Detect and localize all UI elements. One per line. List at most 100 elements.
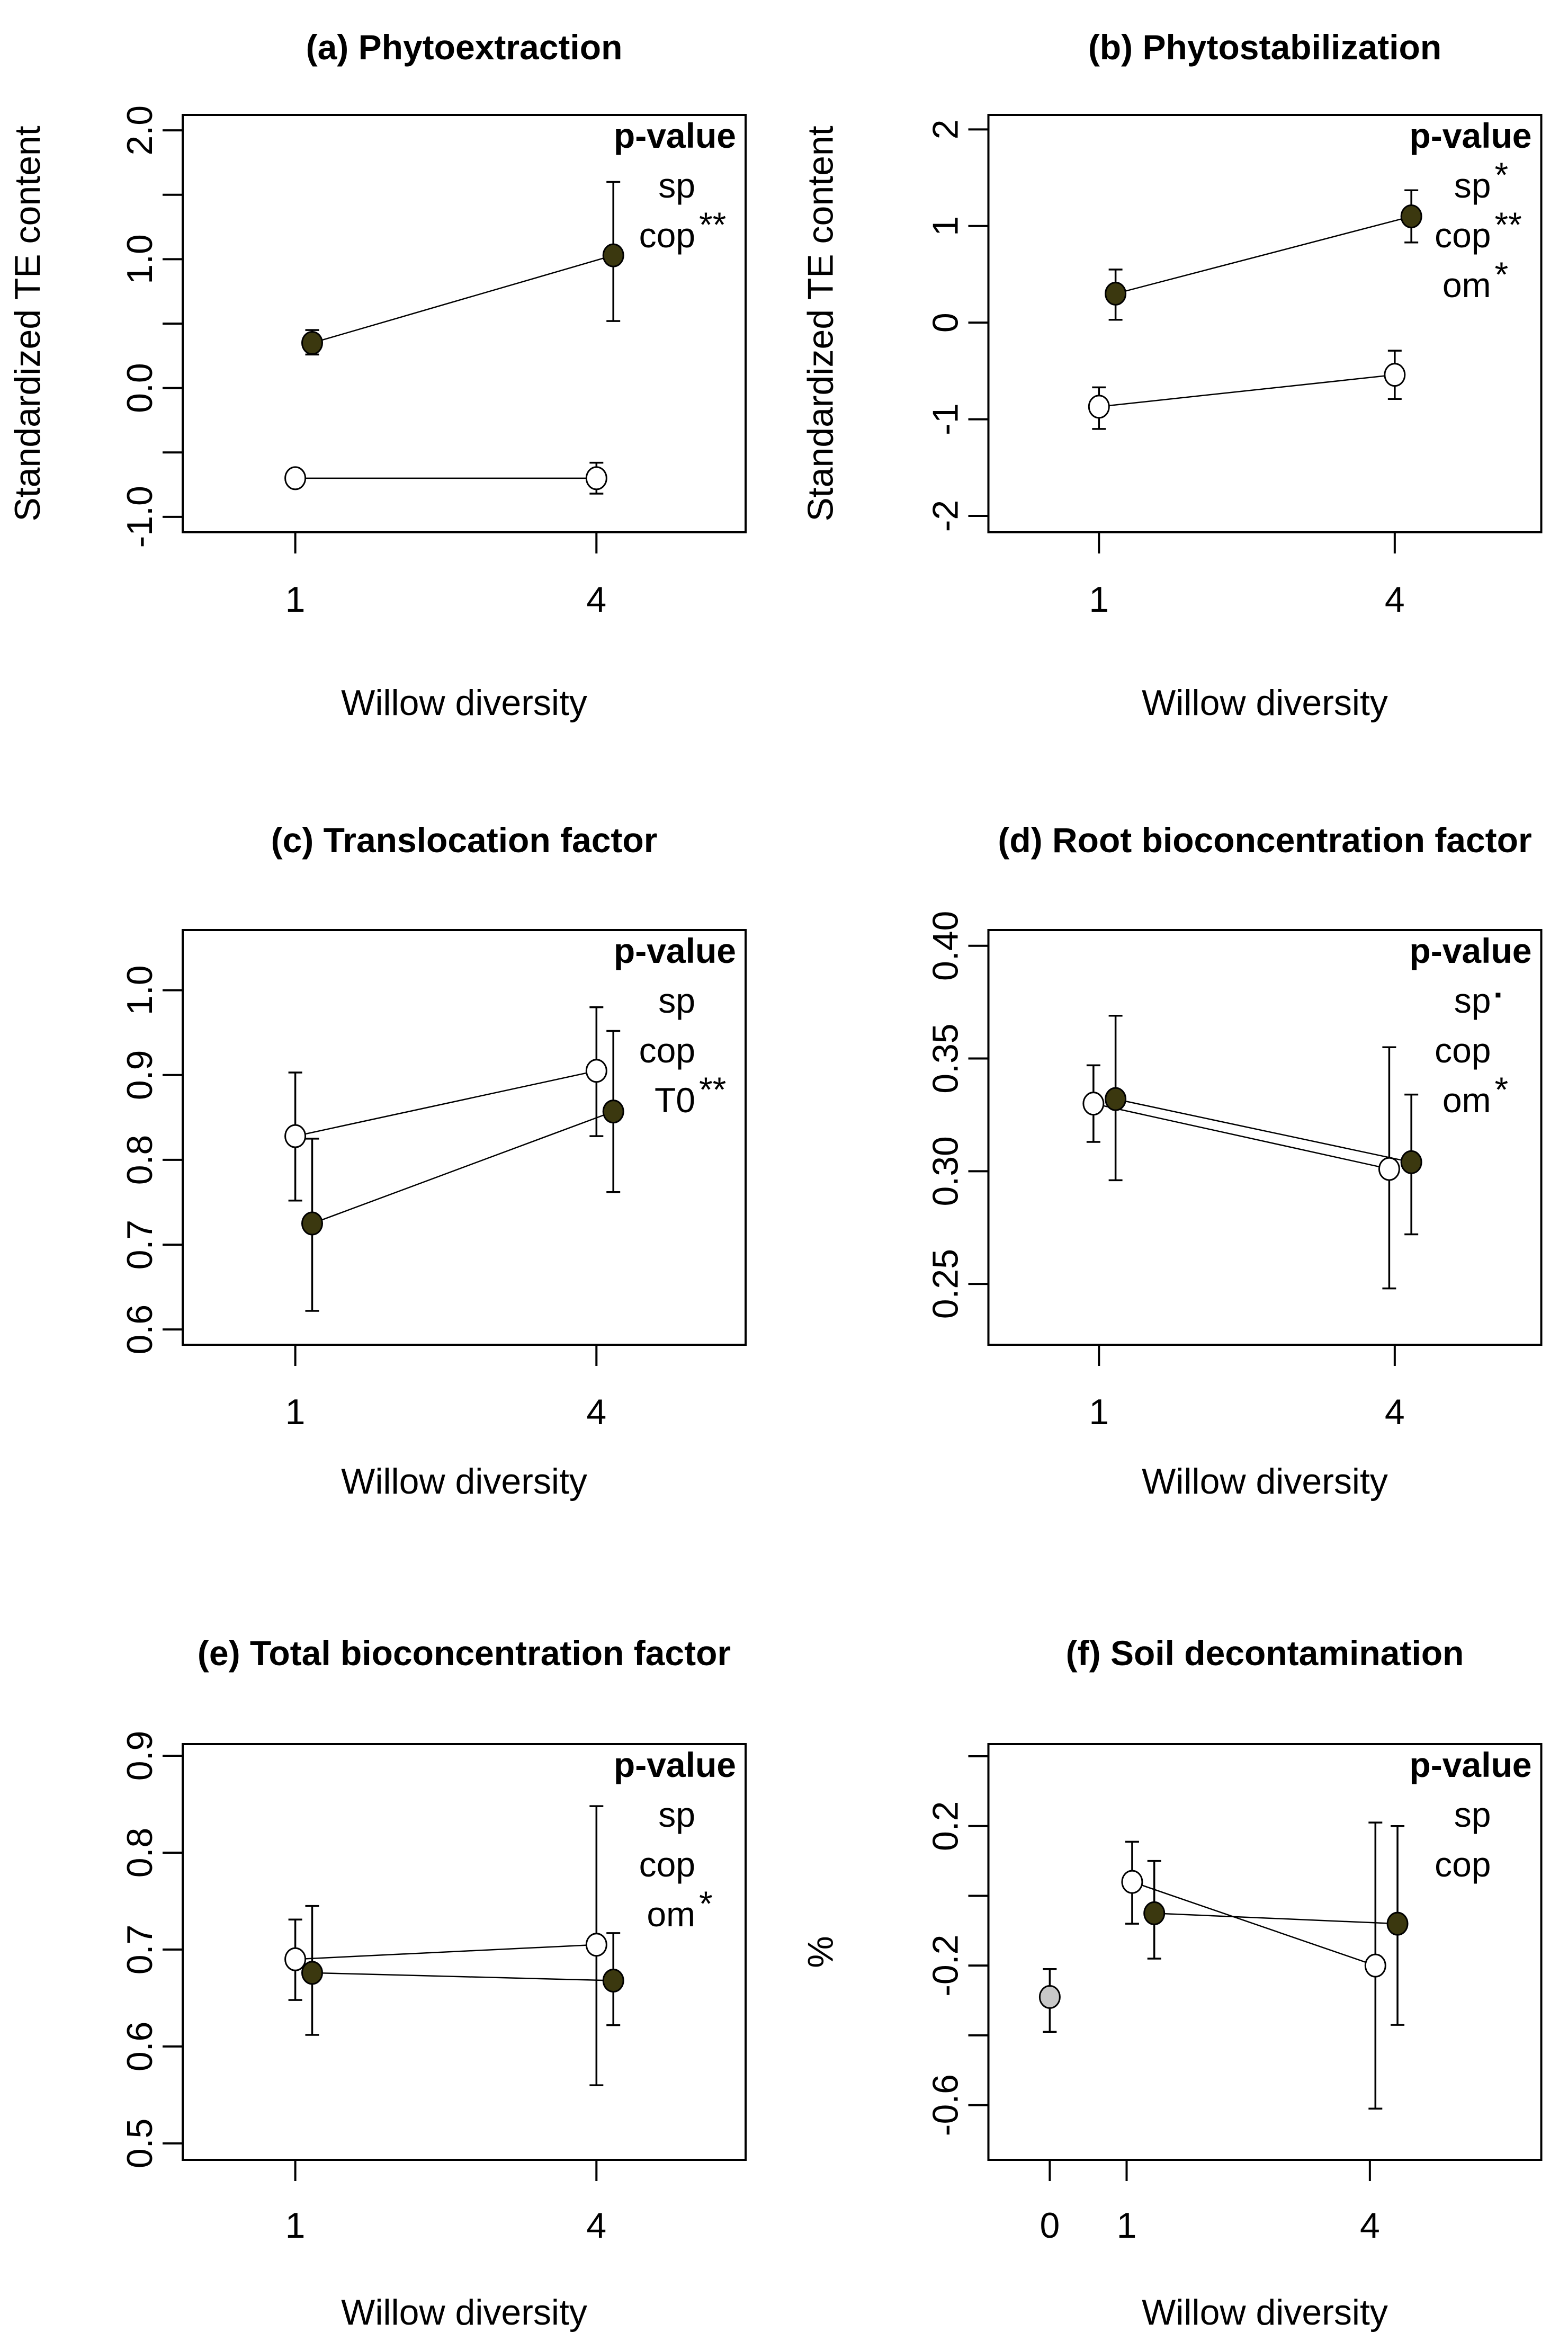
data-point-filled	[1386, 1911, 1409, 1936]
panel-title: (e) Total bioconcentration factor	[198, 1633, 731, 1673]
panel-f: (f) Soil decontamination 0.2 -0.2 -0.6 0 1 4% W…	[784, 1554, 1568, 2332]
y-axis-title: Standardized TE content	[801, 126, 841, 521]
p-value-item: T0	[655, 1080, 695, 1120]
y-tick-label: 0.25	[926, 1249, 966, 1319]
significance-mark: **	[699, 205, 726, 244]
data-point-filled	[301, 1211, 323, 1236]
series-line	[1115, 1098, 1412, 1163]
significance-mark: **	[1495, 205, 1522, 244]
p-value-item: cop	[639, 216, 695, 255]
p-value-item: om	[1442, 265, 1491, 305]
panel-title: (a) Phytoextraction	[306, 28, 623, 67]
series-line	[312, 1111, 614, 1225]
p-value-item: cop	[639, 1845, 695, 1884]
y-tick-label: -2	[926, 500, 966, 532]
significance-mark: *	[1495, 255, 1509, 294]
y-tick-label: 1	[926, 216, 966, 236]
y-tick-label: 0.5	[120, 2119, 160, 2169]
y-tick-label: 0.9	[120, 1731, 160, 1781]
p-value-header: p-value	[1409, 1745, 1531, 1784]
p-value-item: sp	[1454, 1795, 1491, 1834]
y-tick-label: 0.7	[120, 1220, 160, 1270]
y-tick-label: -0.6	[926, 2074, 966, 2136]
plot-box	[182, 929, 747, 1346]
series-line	[295, 1944, 597, 1960]
x-tick-label: 1	[285, 579, 306, 620]
y-tick-label: 1.0	[120, 234, 160, 284]
significance-mark: *	[1495, 155, 1509, 194]
panel-title: (d) Root bioconcentration factor	[998, 820, 1531, 860]
y-tick-label: 2	[926, 119, 966, 139]
x-tick-label: 4	[586, 2205, 606, 2246]
panel-a-plot: (a) Phytoextraction 2.0 1.0 0.0 -1.0 1 4 Standa…	[7, 28, 747, 723]
data-point-open	[1082, 1092, 1105, 1116]
data-point-open	[284, 1124, 307, 1148]
plot-box	[182, 1743, 747, 2161]
significance-mark: ▪	[1495, 984, 1502, 1005]
x-axis-title: Willow diversity	[341, 683, 587, 723]
data-point-filled	[1105, 1087, 1127, 1111]
panel-title: (f) Soil decontamination	[1066, 1633, 1464, 1673]
panel-d-plot: (d) Root bioconcentration factor 0.40 0.35…	[926, 820, 1543, 1502]
y-tick-label: 0.6	[120, 1305, 160, 1355]
panel-b-plot: (b) Phytostabilization 2 1 0 -1 -2 1 4 Standardi…	[801, 28, 1543, 723]
y-tick-label: 0.9	[120, 1050, 160, 1101]
x-tick-label: 4	[1385, 579, 1405, 620]
x-axis-title: Willow diversity	[341, 1461, 587, 1502]
p-value-item: sp	[658, 981, 695, 1020]
series-line	[1154, 1913, 1398, 1925]
data-point-open	[1364, 1953, 1386, 1978]
significance-mark: *	[1495, 1070, 1509, 1109]
data-point-filled	[301, 330, 323, 355]
panel-d: (d) Root bioconcentration factor 0.40 0.35…	[784, 777, 1568, 1554]
data-point-filled	[1105, 281, 1127, 306]
y-tick-label: -1	[926, 403, 966, 435]
data-point-open	[1121, 1870, 1143, 1894]
data-point-open	[284, 1947, 307, 1971]
panel-title: (c) Translocation factor	[271, 820, 658, 860]
significance-mark: *	[699, 1884, 713, 1923]
x-tick-label: 4	[586, 579, 606, 620]
data-point-open	[585, 1059, 607, 1083]
x-tick-label: 1	[1117, 2205, 1137, 2246]
x-tick-label: 4	[586, 1392, 606, 1432]
y-tick-label: 1.0	[120, 965, 160, 1015]
y-tick-label: 0.40	[926, 911, 966, 981]
p-value-header: p-value	[614, 116, 736, 155]
data-point-filled	[1400, 1150, 1422, 1174]
x-tick-label: 1	[285, 1392, 306, 1432]
data-point-filled	[602, 243, 624, 267]
p-value-item: sp	[1454, 166, 1491, 205]
panel-title: (b) Phytostabilization	[1088, 28, 1441, 67]
x-tick-label: 0	[1040, 2205, 1060, 2246]
panel-e: (e) Total bioconcentration factor 0.9 0.8 0…	[0, 1554, 784, 2332]
series-line	[312, 1972, 614, 1981]
data-point-open	[1384, 363, 1406, 387]
data-point-open	[1088, 395, 1110, 419]
series-line	[1132, 1881, 1376, 1967]
series-line	[312, 254, 614, 344]
p-value-item: cop	[639, 1031, 695, 1070]
x-tick-label: 1	[1089, 579, 1109, 620]
panel-a: (a) Phytoextraction 2.0 1.0 0.0 -1.0 1 4 Standa…	[0, 0, 784, 777]
p-value-item: om	[1442, 1080, 1491, 1120]
y-tick-label: 0	[926, 312, 966, 333]
y-tick-label: 0.8	[120, 1135, 160, 1185]
x-tick-label: 4	[1360, 2205, 1380, 2246]
panel-c: (c) Translocation factor 1.0 0.9 0.8 0.7 0.6 1…	[0, 777, 784, 1554]
p-value-header: p-value	[1409, 931, 1531, 970]
y-tick-label: 0.0	[120, 363, 160, 413]
y-tick-label: 0.30	[926, 1136, 966, 1206]
y-tick-label: 0.8	[120, 1828, 160, 1878]
x-axis-title: Willow diversity	[1142, 2292, 1388, 2332]
data-point-open	[284, 466, 307, 490]
p-value-item: om	[647, 1895, 695, 1934]
y-axis-title: Standardized TE content	[7, 126, 48, 521]
plot-box	[987, 1743, 1543, 2161]
panel-b: (b) Phytostabilization 2 1 0 -1 -2 1 4 Standardi…	[784, 0, 1568, 777]
y-tick-label: 0.7	[120, 1925, 160, 1975]
x-tick-label: 1	[285, 2205, 306, 2246]
y-tick-label: -0.2	[926, 1935, 966, 1997]
y-tick-label: -1.0	[120, 486, 160, 548]
